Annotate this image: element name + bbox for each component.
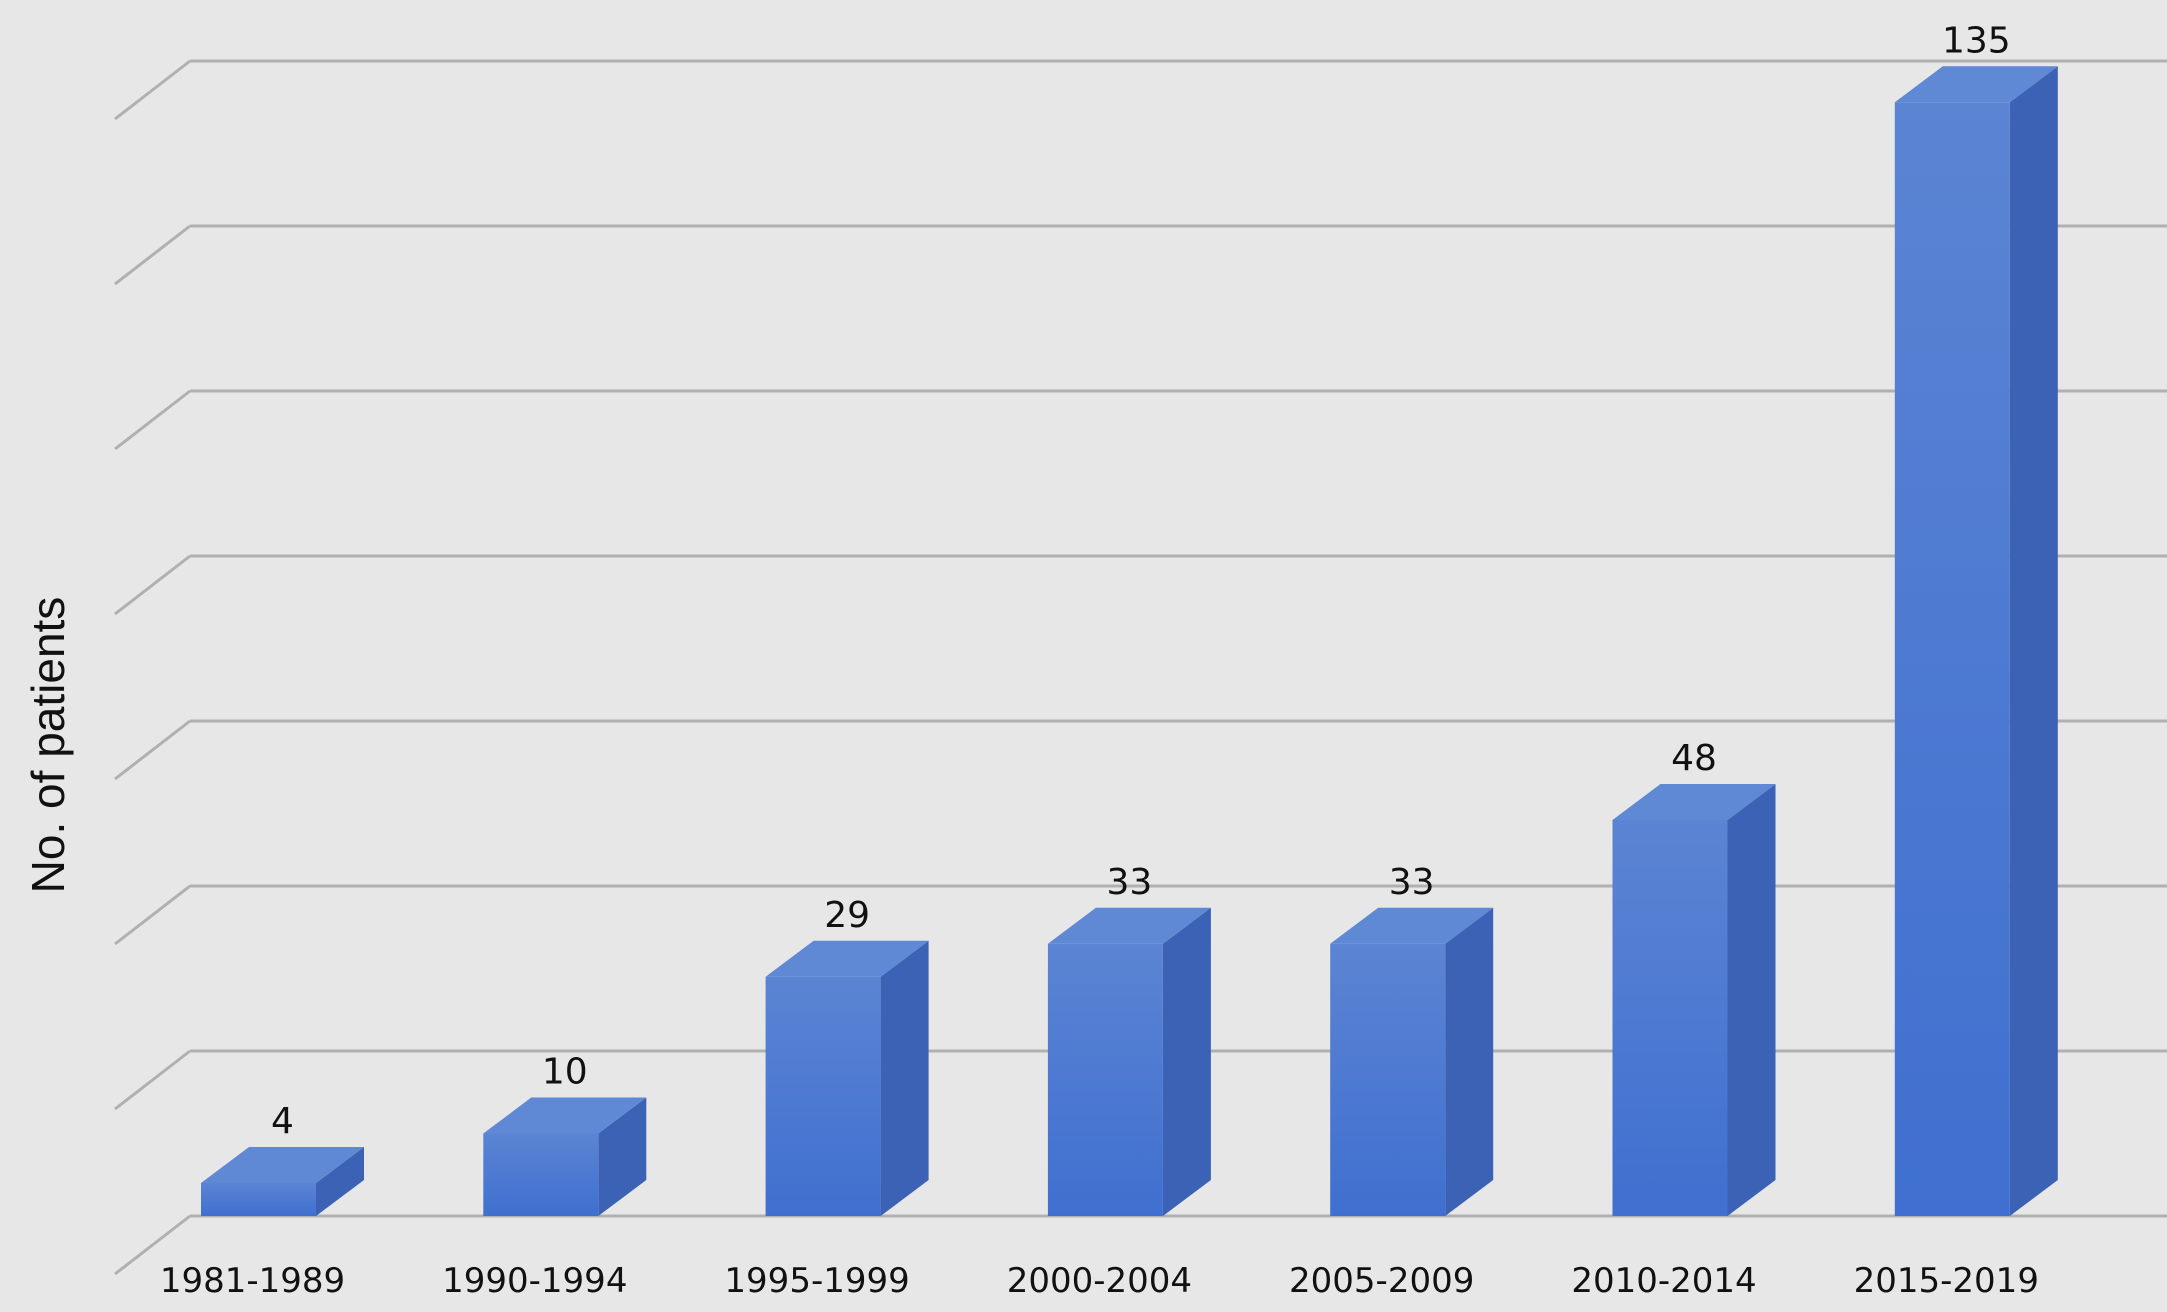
bar-top (1047, 907, 1211, 944)
labels: 4 1981-1989 10 1990-1994 29 1995-1999 33 2000-2… (160, 20, 2039, 1301)
bar (1330, 907, 1494, 1216)
bar (1612, 784, 1776, 1216)
bar-top (201, 1147, 364, 1183)
bar-front (765, 976, 881, 1216)
gridline-side (114, 224, 191, 286)
bar-front (1330, 943, 1446, 1216)
bar (765, 940, 929, 1216)
gridline-side (114, 884, 191, 946)
gridline-side (114, 59, 191, 121)
bar (483, 1097, 647, 1216)
data-label: 33 (1389, 862, 1435, 903)
data-label: 10 (542, 1052, 588, 1093)
bar-front (1894, 102, 2010, 1216)
category-label: 2000-2004 (1007, 1261, 1192, 1301)
category-label: 1990-1994 (442, 1261, 627, 1301)
gridline-side (114, 554, 191, 616)
bar-front (1047, 943, 1163, 1216)
data-label: 4 (271, 1101, 294, 1142)
bars (201, 66, 2058, 1216)
bar (1894, 66, 2058, 1216)
data-label: 33 (1106, 862, 1152, 903)
gridline-side (114, 719, 191, 781)
data-label: 29 (824, 895, 870, 936)
category-label: 2015-2019 (1854, 1261, 2039, 1301)
bar-side (1727, 784, 1776, 1216)
bar-side (880, 940, 929, 1216)
bar-top (765, 940, 929, 977)
bar-side (1445, 907, 1494, 1216)
bar-top (1612, 784, 1776, 820)
bar-side (598, 1097, 647, 1216)
bar (201, 1147, 364, 1216)
bar-side (316, 1147, 364, 1216)
category-label: 1981-1989 (160, 1261, 345, 1301)
gridline-side (114, 389, 191, 451)
data-label: 135 (1942, 20, 2011, 61)
bar-front (1612, 820, 1728, 1216)
bar-side (2009, 66, 2058, 1216)
y-axis-title: No. of patients (22, 597, 74, 894)
bar (1047, 907, 1211, 1216)
category-label: 2005-2009 (1289, 1261, 1474, 1301)
gridline-side (114, 1049, 191, 1111)
gridlines (114, 59, 2167, 1276)
gridline-side (114, 1214, 191, 1276)
data-label: 48 (1671, 738, 1717, 779)
bar-front (483, 1133, 599, 1216)
bar-top (1894, 66, 2058, 103)
bar-top (483, 1097, 647, 1134)
bar-front (201, 1183, 316, 1216)
category-label: 1995-1999 (724, 1261, 909, 1301)
bar-side (1162, 907, 1211, 1216)
category-label: 2010-2014 (1571, 1261, 1756, 1301)
bar-top (1330, 907, 1494, 944)
